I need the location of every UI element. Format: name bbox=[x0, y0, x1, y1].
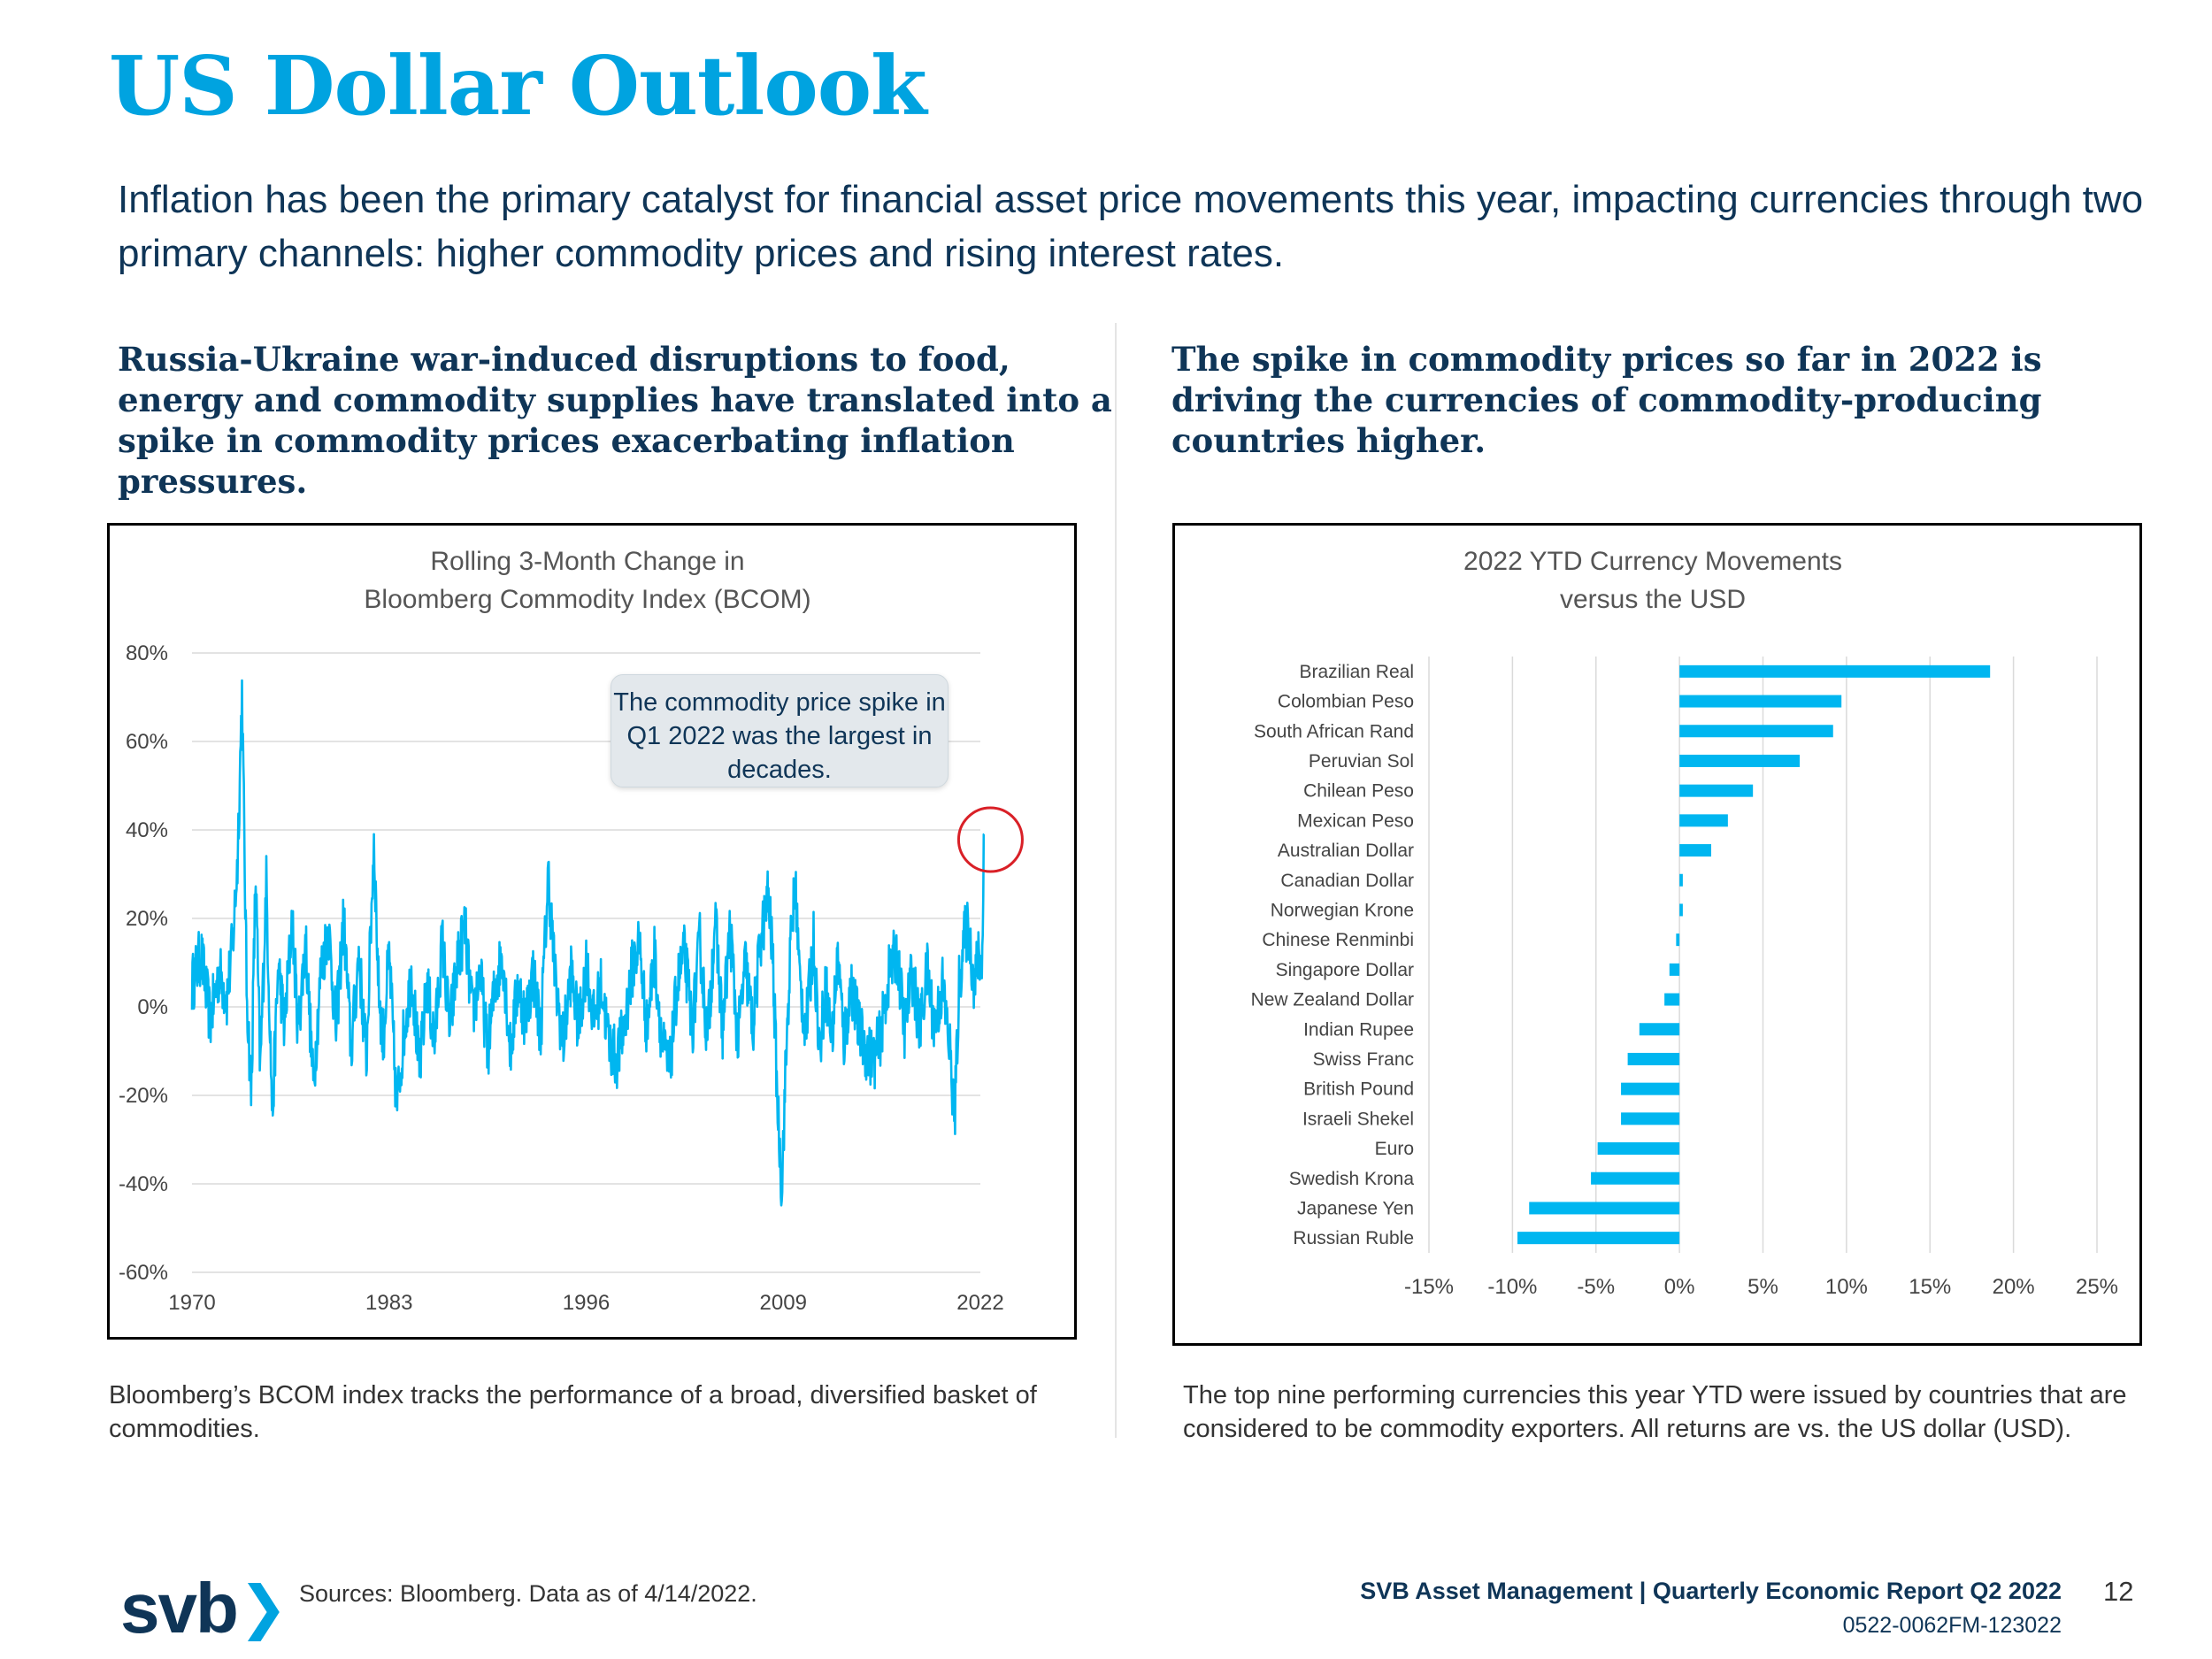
category-label: British Pound bbox=[1303, 1079, 1414, 1100]
y-tick-label: 80% bbox=[126, 641, 168, 665]
category-label: Brazilian Real bbox=[1299, 662, 1414, 682]
currency-chart-svg: 2022 YTD Currency Movements versus the US… bbox=[1251, 547, 2118, 1299]
x-tick-label: 1983 bbox=[365, 1291, 412, 1315]
bar-swiss-franc bbox=[1627, 1052, 1680, 1065]
x-tick-label: -5% bbox=[1577, 1275, 1615, 1299]
category-label: Indian Rupee bbox=[1303, 1019, 1414, 1040]
bar-norwegian-krone bbox=[1679, 903, 1683, 917]
category-label: Colombian Peso bbox=[1278, 692, 1414, 712]
right-chart-caption: The top nine performing currencies this … bbox=[1183, 1381, 2127, 1443]
x-tick-label: 2022 bbox=[956, 1291, 1003, 1315]
category-label: Norwegian Krone bbox=[1271, 900, 1414, 920]
category-label: South African Rand bbox=[1254, 721, 1414, 741]
x-tick-label: 0% bbox=[1664, 1275, 1695, 1299]
bar-chilean-peso bbox=[1679, 784, 1754, 797]
category-label: Euro bbox=[1375, 1139, 1414, 1159]
x-tick-label: 5% bbox=[1747, 1275, 1778, 1299]
sources-note: Sources: Bloomberg. Data as of 4/14/2022… bbox=[299, 1580, 757, 1607]
page-number: 12 bbox=[2103, 1576, 2134, 1607]
bar-canadian-dollar bbox=[1679, 873, 1683, 887]
chart-title-line-1: Rolling 3-Month Change in bbox=[430, 547, 744, 576]
category-label: Singapore Dollar bbox=[1276, 960, 1414, 980]
category-label: New Zealand Dollar bbox=[1251, 990, 1414, 1010]
bar-colombian-peso bbox=[1679, 695, 1842, 708]
bar-south-african-rand bbox=[1679, 725, 1833, 738]
x-tick-label: 20% bbox=[1993, 1275, 2035, 1299]
bar-indian-rupee bbox=[1639, 1023, 1680, 1036]
bar-australian-dollar bbox=[1679, 844, 1711, 857]
bcom-chart-svg: Rolling 3-Month Change in Bloomberg Commo… bbox=[119, 547, 1024, 1315]
page-title: US Dollar Outlook bbox=[109, 38, 927, 134]
footer-document-code: 0522-0062FM-123022 bbox=[1842, 1613, 2062, 1638]
x-tick-label: 1996 bbox=[563, 1291, 610, 1315]
bar-swedish-krona bbox=[1591, 1171, 1680, 1185]
chart-title-line-1: 2022 YTD Currency Movements bbox=[1463, 547, 1842, 576]
right-column-heading: The spike in commodity prices so far in … bbox=[1171, 340, 2042, 460]
y-tick-label: 0% bbox=[137, 995, 168, 1019]
logo-chevron-icon: ❯ bbox=[238, 1574, 288, 1640]
bar-euro bbox=[1597, 1142, 1680, 1156]
bar-russian-ruble bbox=[1517, 1232, 1680, 1245]
category-label: Chilean Peso bbox=[1303, 781, 1414, 802]
y-tick-label: -40% bbox=[119, 1172, 168, 1196]
chart-title-line-2: versus the USD bbox=[1560, 585, 1746, 614]
chart-callout: The commodity price spike in Q1 2022 was… bbox=[611, 674, 949, 787]
bar-mexican-peso bbox=[1679, 814, 1728, 827]
category-label: Japanese Yen bbox=[1297, 1198, 1414, 1218]
x-tick-label: 1970 bbox=[168, 1291, 215, 1315]
logo-wordmark: svb bbox=[120, 1569, 239, 1647]
category-label: Russian Ruble bbox=[1293, 1228, 1414, 1248]
bar-peruvian-sol bbox=[1679, 754, 1801, 767]
x-tick-label: 2009 bbox=[760, 1291, 807, 1315]
x-tick-label: -10% bbox=[1487, 1275, 1537, 1299]
bar-israeli-shekel bbox=[1621, 1112, 1680, 1125]
bar-brazilian-real bbox=[1679, 664, 1991, 678]
bar-new-zealand-dollar bbox=[1664, 993, 1680, 1006]
left-chart-caption: Bloomberg’s BCOM index tracks the perfor… bbox=[109, 1381, 1037, 1443]
x-tick-label: -15% bbox=[1404, 1275, 1454, 1299]
y-tick-label: -60% bbox=[119, 1261, 168, 1285]
currency-bar-chart: 2022 YTD Currency Movements versus the US… bbox=[1172, 523, 2142, 1346]
category-label: Swedish Krona bbox=[1289, 1169, 1415, 1189]
x-tick-label: 25% bbox=[2076, 1275, 2118, 1299]
category-label: Chinese Renminbi bbox=[1262, 930, 1414, 950]
intro-text: Inflation has been the primary catalyst … bbox=[118, 178, 2144, 275]
footer-report-title: SVB Asset Management | Quarterly Economi… bbox=[1360, 1578, 2062, 1604]
category-label: Peruvian Sol bbox=[1309, 751, 1414, 772]
category-label: Mexican Peso bbox=[1297, 810, 1414, 831]
svb-logo: svb❯ bbox=[120, 1573, 288, 1644]
bar-chinese-renminbi bbox=[1676, 933, 1680, 947]
bar-singapore-dollar bbox=[1669, 963, 1680, 976]
x-tick-label: 10% bbox=[1825, 1275, 1868, 1299]
y-tick-label: 20% bbox=[126, 907, 168, 931]
bar-british-pound bbox=[1621, 1082, 1680, 1095]
x-tick-label: 15% bbox=[1909, 1275, 1951, 1299]
y-tick-label: 40% bbox=[126, 818, 168, 842]
left-column-heading: Russia-Ukraine war-induced disruptions t… bbox=[118, 340, 1112, 501]
category-label: Israeli Shekel bbox=[1302, 1109, 1414, 1129]
y-tick-label: -20% bbox=[119, 1084, 168, 1108]
bcom-series-line bbox=[190, 679, 986, 1207]
column-divider bbox=[1115, 323, 1117, 1438]
y-tick-label: 60% bbox=[126, 730, 168, 754]
category-label: Canadian Dollar bbox=[1280, 871, 1414, 891]
category-label: Swiss Franc bbox=[1313, 1049, 1414, 1070]
category-label: Australian Dollar bbox=[1278, 841, 1414, 861]
bar-japanese-yen bbox=[1529, 1202, 1680, 1215]
spike-highlight-circle bbox=[956, 806, 1024, 873]
chart-title-line-2: Bloomberg Commodity Index (BCOM) bbox=[364, 585, 810, 614]
bcom-line-chart: Rolling 3-Month Change in Bloomberg Commo… bbox=[107, 523, 1077, 1340]
